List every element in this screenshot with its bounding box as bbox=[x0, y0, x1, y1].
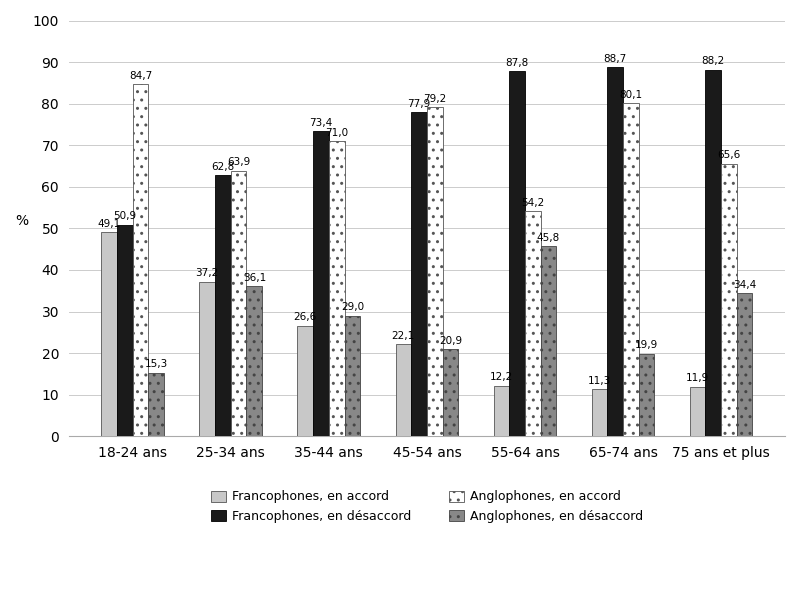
Text: 12,2: 12,2 bbox=[490, 372, 513, 382]
Bar bbox=[117, 225, 133, 437]
Bar bbox=[246, 286, 262, 437]
Text: 88,2: 88,2 bbox=[702, 56, 725, 66]
Bar bbox=[148, 373, 164, 437]
Text: 49,1: 49,1 bbox=[98, 219, 121, 229]
Bar bbox=[427, 107, 442, 437]
Text: 22,1: 22,1 bbox=[392, 331, 415, 341]
Bar bbox=[329, 141, 345, 437]
Text: 62,8: 62,8 bbox=[211, 162, 234, 172]
Text: 65,6: 65,6 bbox=[718, 150, 741, 160]
Bar bbox=[230, 171, 246, 437]
Bar bbox=[298, 326, 313, 437]
Y-axis label: %: % bbox=[15, 215, 28, 229]
Text: 20,9: 20,9 bbox=[439, 336, 462, 346]
Text: 63,9: 63,9 bbox=[227, 157, 250, 167]
Bar bbox=[313, 131, 329, 437]
Legend: Francophones, en accord, Francophones, en désaccord, Anglophones, en accord, Ang: Francophones, en accord, Francophones, e… bbox=[205, 484, 650, 529]
Bar bbox=[494, 385, 510, 437]
Text: 36,1: 36,1 bbox=[242, 273, 266, 283]
Text: 11,3: 11,3 bbox=[588, 376, 611, 386]
Bar bbox=[510, 71, 525, 437]
Bar bbox=[102, 232, 117, 437]
Bar bbox=[706, 69, 721, 437]
Bar bbox=[607, 68, 623, 437]
Bar bbox=[525, 211, 541, 437]
Text: 19,9: 19,9 bbox=[635, 340, 658, 350]
Text: 26,6: 26,6 bbox=[294, 312, 317, 323]
Bar bbox=[690, 387, 706, 437]
Text: 88,7: 88,7 bbox=[603, 54, 626, 64]
Text: 11,9: 11,9 bbox=[686, 373, 709, 384]
Bar bbox=[199, 282, 215, 437]
Text: 29,0: 29,0 bbox=[341, 302, 364, 312]
Text: 54,2: 54,2 bbox=[521, 198, 545, 207]
Bar bbox=[442, 349, 458, 437]
Bar bbox=[623, 103, 638, 437]
Text: 79,2: 79,2 bbox=[423, 93, 446, 104]
Text: 80,1: 80,1 bbox=[619, 90, 642, 100]
Text: 37,2: 37,2 bbox=[196, 268, 219, 279]
Bar bbox=[592, 390, 607, 437]
Text: 34,4: 34,4 bbox=[733, 280, 756, 290]
Text: 87,8: 87,8 bbox=[506, 58, 529, 68]
Text: 15,3: 15,3 bbox=[145, 359, 168, 370]
Text: 45,8: 45,8 bbox=[537, 233, 560, 242]
Bar bbox=[345, 316, 360, 437]
Bar bbox=[737, 293, 753, 437]
Bar bbox=[721, 163, 737, 437]
Text: 50,9: 50,9 bbox=[114, 211, 137, 221]
Bar bbox=[541, 246, 556, 437]
Bar bbox=[395, 344, 411, 437]
Text: 84,7: 84,7 bbox=[129, 71, 152, 81]
Bar bbox=[133, 84, 148, 437]
Bar bbox=[215, 175, 230, 437]
Text: 71,0: 71,0 bbox=[325, 128, 348, 137]
Text: 77,9: 77,9 bbox=[407, 99, 430, 109]
Text: 73,4: 73,4 bbox=[310, 118, 333, 128]
Bar bbox=[638, 353, 654, 437]
Bar bbox=[411, 112, 427, 437]
